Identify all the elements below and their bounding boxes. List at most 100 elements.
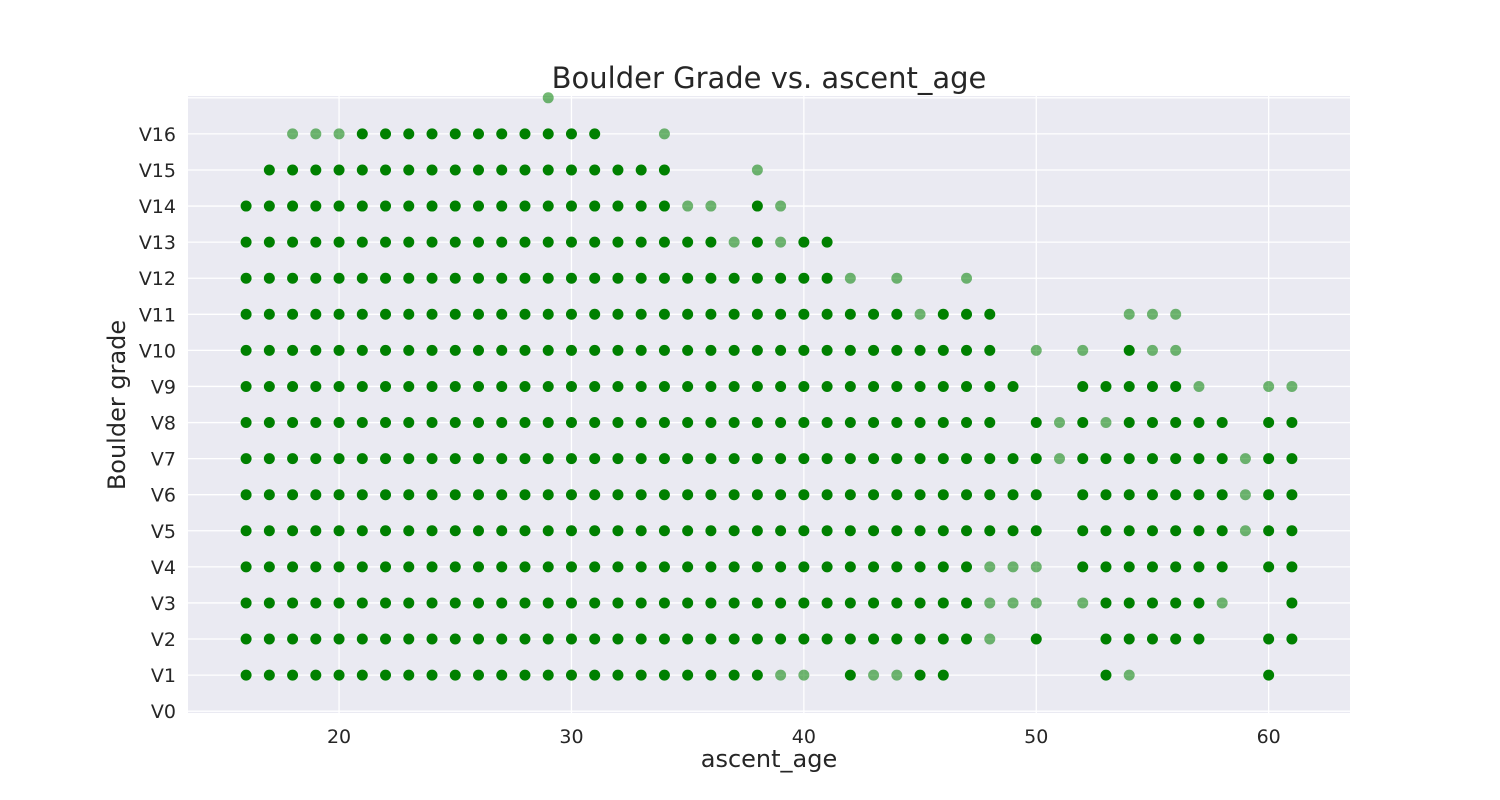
data-point <box>705 200 717 212</box>
data-point <box>426 453 438 465</box>
data-point <box>1286 453 1298 465</box>
data-point <box>844 417 856 429</box>
data-point <box>1030 344 1042 356</box>
data-point <box>589 200 601 212</box>
data-point <box>961 453 973 465</box>
data-point <box>961 417 973 429</box>
data-point <box>310 164 322 176</box>
data-point <box>798 380 810 392</box>
data-point <box>240 236 252 248</box>
data-point <box>914 489 926 501</box>
data-point <box>844 272 856 284</box>
y-tick-label: V1 <box>151 665 176 687</box>
data-point <box>728 308 740 320</box>
data-point <box>240 308 252 320</box>
y-axis-label: Boulder grade <box>103 320 131 490</box>
data-point <box>635 200 647 212</box>
data-point <box>844 489 856 501</box>
y-tick-label: V6 <box>151 485 176 507</box>
data-point <box>589 236 601 248</box>
data-point <box>542 633 554 645</box>
data-point <box>380 344 392 356</box>
data-point <box>449 561 461 573</box>
data-point <box>519 489 531 501</box>
data-point <box>542 128 554 140</box>
data-point <box>496 633 508 645</box>
data-point <box>751 669 763 681</box>
data-point <box>542 597 554 609</box>
data-point <box>403 633 415 645</box>
data-point <box>565 453 577 465</box>
data-point <box>287 417 299 429</box>
data-point <box>728 344 740 356</box>
data-point <box>914 380 926 392</box>
data-point <box>1146 597 1158 609</box>
data-point <box>612 344 624 356</box>
data-point <box>1077 344 1089 356</box>
data-point <box>240 669 252 681</box>
data-point <box>519 272 531 284</box>
data-point <box>542 489 554 501</box>
data-point <box>449 453 461 465</box>
data-point <box>1193 597 1205 609</box>
data-point <box>937 561 949 573</box>
data-point <box>542 417 554 429</box>
data-point <box>496 380 508 392</box>
data-point <box>1170 633 1182 645</box>
data-point <box>984 561 996 573</box>
data-point <box>891 561 903 573</box>
data-point <box>775 453 787 465</box>
data-point <box>1170 308 1182 320</box>
data-point <box>565 417 577 429</box>
data-point <box>287 344 299 356</box>
data-point <box>1007 561 1019 573</box>
data-point <box>1263 669 1275 681</box>
data-point <box>380 669 392 681</box>
data-point <box>937 344 949 356</box>
data-point <box>844 308 856 320</box>
x-tick-labels: 20 30 40 50 60 <box>327 726 1281 748</box>
data-point <box>403 128 415 140</box>
data-point <box>426 633 438 645</box>
data-point <box>658 236 670 248</box>
data-point <box>612 669 624 681</box>
data-point <box>565 272 577 284</box>
data-point <box>1007 489 1019 501</box>
data-point <box>426 236 438 248</box>
data-point <box>635 164 647 176</box>
data-point <box>914 308 926 320</box>
data-point <box>519 633 531 645</box>
data-point <box>380 308 392 320</box>
data-point <box>356 633 368 645</box>
data-point <box>496 200 508 212</box>
y-tick-labels: V0 V1 V2 V3 V4 V5 V6 V7 V8 V9 V10 V11 V12 V13 V14 V15 V1… <box>139 124 176 723</box>
data-point <box>589 525 601 537</box>
data-point <box>798 597 810 609</box>
y-tick-label: V0 <box>151 701 176 723</box>
data-point <box>728 236 740 248</box>
data-point <box>542 525 554 537</box>
data-point <box>844 633 856 645</box>
data-point <box>937 380 949 392</box>
data-point <box>589 272 601 284</box>
data-point <box>589 344 601 356</box>
data-point <box>751 200 763 212</box>
data-point <box>1007 453 1019 465</box>
data-point <box>1170 561 1182 573</box>
data-point <box>519 561 531 573</box>
data-point <box>705 633 717 645</box>
data-point <box>705 561 717 573</box>
x-tick-label: 30 <box>559 726 583 748</box>
data-point <box>356 308 368 320</box>
data-point <box>1030 525 1042 537</box>
data-point <box>263 308 275 320</box>
data-point <box>1263 489 1275 501</box>
data-point <box>658 344 670 356</box>
data-point <box>542 380 554 392</box>
x-tick-label: 40 <box>792 726 816 748</box>
data-point <box>287 308 299 320</box>
data-point <box>658 525 670 537</box>
data-point <box>682 308 694 320</box>
data-point <box>356 344 368 356</box>
data-point <box>751 308 763 320</box>
